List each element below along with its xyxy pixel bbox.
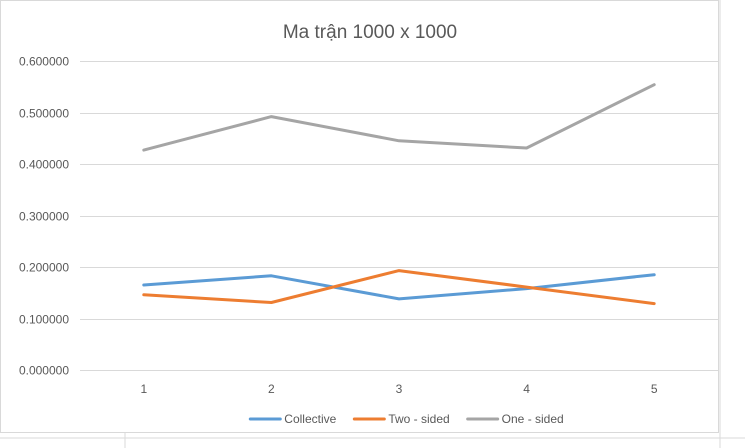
gridlines (80, 61, 718, 371)
y-tick-label: 0.400000 (19, 158, 69, 172)
y-tick-label: 0.000000 (19, 364, 69, 378)
y-tick-label: 0.500000 (19, 107, 69, 121)
x-tick-label: 4 (523, 382, 530, 396)
x-tick-label: 3 (396, 382, 403, 396)
legend: Collective Two - sided One - sided (248, 412, 564, 426)
x-tick-label: 5 (651, 382, 658, 396)
y-tick-label: 0.300000 (19, 210, 69, 224)
y-tick-label: 0.200000 (19, 261, 69, 275)
plot-series (142, 83, 656, 306)
x-axis-tick-labels: 1 2 3 4 5 (140, 382, 657, 396)
x-tick-label: 1 (140, 382, 147, 396)
chart-title: Ma trận 1000 x 1000 (283, 22, 457, 43)
legend-item-two-sided[interactable]: Two - sided (352, 412, 450, 426)
y-tick-label: 0.100000 (19, 313, 69, 327)
series-line-collective[interactable] (142, 273, 656, 301)
y-axis-tick-labels: 0.000000 0.100000 0.200000 0.300000 0.400000… (19, 55, 69, 378)
legend-item-collective[interactable]: Collective (248, 412, 337, 426)
series-line-one-sided[interactable] (142, 83, 656, 152)
legend-label: Two - sided (388, 412, 449, 426)
y-tick-label: 0.600000 (19, 55, 69, 69)
legend-item-one-sided[interactable]: One - sided (466, 412, 564, 426)
legend-label: One - sided (502, 412, 564, 426)
x-tick-label: 2 (268, 382, 275, 396)
legend-label: Collective (284, 412, 336, 426)
series-line-two-sided[interactable] (142, 269, 656, 306)
